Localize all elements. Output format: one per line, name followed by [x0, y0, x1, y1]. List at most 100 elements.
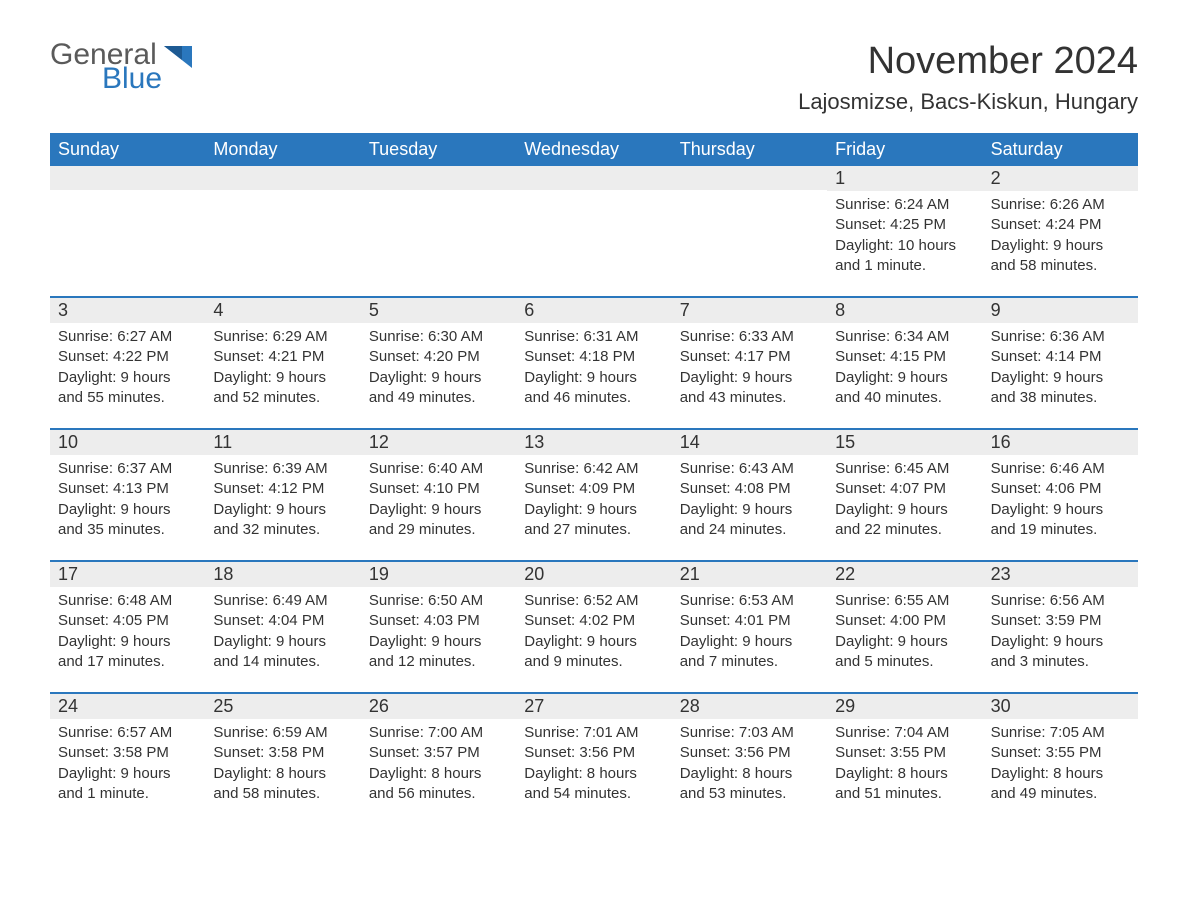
day-details: Sunrise: 6:30 AMSunset: 4:20 PMDaylight:… — [369, 327, 508, 408]
day-details: Sunrise: 7:00 AMSunset: 3:57 PMDaylight:… — [369, 723, 508, 804]
day-daylight2: and 32 minutes. — [213, 520, 352, 540]
day-number: 23 — [983, 562, 1138, 587]
day-daylight2: and 22 minutes. — [835, 520, 974, 540]
day-sunset: Sunset: 4:03 PM — [369, 611, 508, 631]
day-sunrise: Sunrise: 6:31 AM — [524, 327, 663, 347]
day-details: Sunrise: 6:52 AMSunset: 4:02 PMDaylight:… — [524, 591, 663, 672]
day-details: Sunrise: 6:55 AMSunset: 4:00 PMDaylight:… — [835, 591, 974, 672]
day-details: Sunrise: 6:29 AMSunset: 4:21 PMDaylight:… — [213, 327, 352, 408]
day-sunset: Sunset: 4:10 PM — [369, 479, 508, 499]
day-cell: 24Sunrise: 6:57 AMSunset: 3:58 PMDayligh… — [50, 694, 205, 824]
day-daylight2: and 9 minutes. — [524, 652, 663, 672]
day-sunrise: Sunrise: 6:43 AM — [680, 459, 819, 479]
day-number: 29 — [827, 694, 982, 719]
day-daylight2: and 14 minutes. — [213, 652, 352, 672]
day-daylight2: and 56 minutes. — [369, 784, 508, 804]
day-daylight1: Daylight: 8 hours — [213, 764, 352, 784]
day-sunrise: Sunrise: 6:27 AM — [58, 327, 197, 347]
day-cell: 15Sunrise: 6:45 AMSunset: 4:07 PMDayligh… — [827, 430, 982, 560]
location-subtitle: Lajosmizse, Bacs-Kiskun, Hungary — [798, 89, 1138, 115]
day-cell: 18Sunrise: 6:49 AMSunset: 4:04 PMDayligh… — [205, 562, 360, 692]
day-sunrise: Sunrise: 6:39 AM — [213, 459, 352, 479]
day-details: Sunrise: 6:45 AMSunset: 4:07 PMDaylight:… — [835, 459, 974, 540]
day-header-sun: Sunday — [50, 133, 205, 166]
logo-triangle-icon — [164, 46, 192, 68]
day-cell: 13Sunrise: 6:42 AMSunset: 4:09 PMDayligh… — [516, 430, 671, 560]
empty-day-bar — [516, 166, 671, 190]
day-sunset: Sunset: 4:01 PM — [680, 611, 819, 631]
day-sunset: Sunset: 3:58 PM — [213, 743, 352, 763]
day-daylight2: and 7 minutes. — [680, 652, 819, 672]
day-sunset: Sunset: 4:04 PM — [213, 611, 352, 631]
day-sunset: Sunset: 4:06 PM — [991, 479, 1130, 499]
day-header-row: Sunday Monday Tuesday Wednesday Thursday… — [50, 133, 1138, 166]
day-sunrise: Sunrise: 6:42 AM — [524, 459, 663, 479]
day-number: 11 — [205, 430, 360, 455]
day-daylight2: and 24 minutes. — [680, 520, 819, 540]
day-cell: 5Sunrise: 6:30 AMSunset: 4:20 PMDaylight… — [361, 298, 516, 428]
day-details: Sunrise: 6:37 AMSunset: 4:13 PMDaylight:… — [58, 459, 197, 540]
day-sunrise: Sunrise: 6:26 AM — [991, 195, 1130, 215]
day-sunrise: Sunrise: 7:04 AM — [835, 723, 974, 743]
day-daylight1: Daylight: 9 hours — [524, 500, 663, 520]
day-cell: 16Sunrise: 6:46 AMSunset: 4:06 PMDayligh… — [983, 430, 1138, 560]
day-number: 17 — [50, 562, 205, 587]
day-sunrise: Sunrise: 6:40 AM — [369, 459, 508, 479]
day-sunset: Sunset: 3:59 PM — [991, 611, 1130, 631]
day-details: Sunrise: 6:33 AMSunset: 4:17 PMDaylight:… — [680, 327, 819, 408]
day-daylight2: and 54 minutes. — [524, 784, 663, 804]
day-daylight2: and 1 minute. — [58, 784, 197, 804]
day-sunrise: Sunrise: 6:24 AM — [835, 195, 974, 215]
empty-day-bar — [361, 166, 516, 190]
day-daylight2: and 35 minutes. — [58, 520, 197, 540]
day-cell: 25Sunrise: 6:59 AMSunset: 3:58 PMDayligh… — [205, 694, 360, 824]
day-daylight2: and 53 minutes. — [680, 784, 819, 804]
day-sunset: Sunset: 4:20 PM — [369, 347, 508, 367]
day-details: Sunrise: 6:34 AMSunset: 4:15 PMDaylight:… — [835, 327, 974, 408]
week-row: 3Sunrise: 6:27 AMSunset: 4:22 PMDaylight… — [50, 296, 1138, 428]
day-daylight2: and 27 minutes. — [524, 520, 663, 540]
day-number: 8 — [827, 298, 982, 323]
day-header-thu: Thursday — [672, 133, 827, 166]
day-sunrise: Sunrise: 6:45 AM — [835, 459, 974, 479]
week-row: 17 Sunrise: 6:48 AMSunset: 4:05 PMDayligh… — [50, 560, 1138, 692]
day-sunrise: Sunrise: 6:50 AM — [369, 591, 508, 611]
day-details: Sunrise: 6:59 AMSunset: 3:58 PMDaylight:… — [213, 723, 352, 804]
day-daylight2: and 52 minutes. — [213, 388, 352, 408]
logo-word-blue: Blue — [102, 64, 162, 94]
day-details: Sunrise: 6:39 AMSunset: 4:12 PMDaylight:… — [213, 459, 352, 540]
day-daylight1: Daylight: 9 hours — [369, 500, 508, 520]
day-number: 21 — [672, 562, 827, 587]
day-daylight2: and 38 minutes. — [991, 388, 1130, 408]
day-daylight1: Daylight: 9 hours — [369, 368, 508, 388]
day-daylight2: and 55 minutes. — [58, 388, 197, 408]
day-sunset: Sunset: 3:56 PM — [524, 743, 663, 763]
day-sunrise: Sunrise: 6:48 AM — [58, 591, 197, 611]
day-daylight2: and 29 minutes. — [369, 520, 508, 540]
day-daylight2: and 3 minutes. — [991, 652, 1130, 672]
day-sunset: Sunset: 4:18 PM — [524, 347, 663, 367]
day-number: 28 — [672, 694, 827, 719]
logo-text: General Blue — [50, 40, 162, 94]
day-cell: 2Sunrise: 6:26 AMSunset: 4:24 PMDaylight… — [983, 166, 1138, 296]
day-daylight1: Daylight: 9 hours — [58, 764, 197, 784]
day-sunrise: Sunrise: 6:53 AM — [680, 591, 819, 611]
day-sunset: Sunset: 3:55 PM — [835, 743, 974, 763]
day-daylight1: Daylight: 9 hours — [835, 500, 974, 520]
day-details: Sunrise: 6:48 AMSunset: 4:05 PMDaylight:… — [58, 591, 197, 672]
day-cell: 9Sunrise: 6:36 AMSunset: 4:14 PMDaylight… — [983, 298, 1138, 428]
day-header-wed: Wednesday — [516, 133, 671, 166]
day-daylight1: Daylight: 9 hours — [680, 632, 819, 652]
day-cell: 17 Sunrise: 6:48 AMSunset: 4:05 PMDayligh… — [50, 562, 205, 692]
day-number: 20 — [516, 562, 671, 587]
day-daylight1: Daylight: 9 hours — [369, 632, 508, 652]
day-sunrise: Sunrise: 7:01 AM — [524, 723, 663, 743]
day-details: Sunrise: 6:56 AMSunset: 3:59 PMDaylight:… — [991, 591, 1130, 672]
day-details: Sunrise: 6:49 AMSunset: 4:04 PMDaylight:… — [213, 591, 352, 672]
day-cell: 29Sunrise: 7:04 AMSunset: 3:55 PMDayligh… — [827, 694, 982, 824]
day-number: 4 — [205, 298, 360, 323]
day-sunset: Sunset: 4:12 PM — [213, 479, 352, 499]
day-cell: 21 Sunrise: 6:53 AMSunset: 4:01 PMDayligh… — [672, 562, 827, 692]
day-daylight2: and 46 minutes. — [524, 388, 663, 408]
day-daylight1: Daylight: 9 hours — [835, 368, 974, 388]
